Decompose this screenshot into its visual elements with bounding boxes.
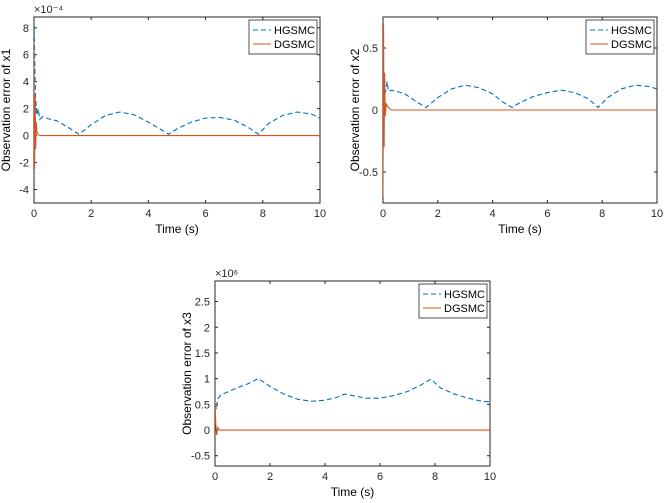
series-group-3 bbox=[215, 378, 490, 436]
y-tick-label: -4 bbox=[19, 185, 29, 197]
x-tick-label: 0 bbox=[31, 208, 37, 220]
x-tick-label: 4 bbox=[145, 208, 151, 220]
series-line-hgsmc bbox=[34, 21, 320, 135]
chart-panel-2: 0 2 4 6 8 10 -0.5 0 0.5 Time (s) Observation error… bbox=[348, 16, 663, 236]
x-tick-label: 10 bbox=[314, 208, 326, 220]
legend-1: HGSMC DGSMC bbox=[248, 19, 318, 55]
y-tick-label: 0.5 bbox=[363, 43, 378, 55]
legend-entry: DGSMC bbox=[611, 39, 652, 51]
series-group-1 bbox=[34, 21, 320, 170]
x-axis-label: Time (s) bbox=[498, 222, 542, 236]
legend-entry: DGSMC bbox=[274, 39, 315, 51]
legend-2: HGSMC DGSMC bbox=[585, 19, 655, 55]
y-axis-label: Observation error of x1 bbox=[0, 48, 13, 171]
series-group-2 bbox=[383, 23, 657, 197]
legend-entry: HGSMC bbox=[274, 25, 315, 37]
series-line-dgsmc bbox=[34, 41, 320, 170]
x-tick-label: 6 bbox=[544, 208, 550, 220]
x-axis-label: Time (s) bbox=[155, 222, 199, 236]
legend-box bbox=[418, 283, 488, 319]
y-axis-label: Observation error of x2 bbox=[348, 48, 362, 171]
y-tick-label: 1.5 bbox=[195, 348, 210, 360]
chart-panel-1: 0 2 4 6 8 10 -4 -2 0 2 4 6 8 ×10⁻⁴ Time (s) Observation… bbox=[0, 4, 326, 236]
x-tick-label: 0 bbox=[380, 208, 386, 220]
x-tick-label: 6 bbox=[203, 208, 209, 220]
y-tick-label: -2 bbox=[19, 158, 29, 170]
y-tick-label: 2.5 bbox=[195, 297, 210, 309]
y-axis-label: Observation error of x3 bbox=[180, 312, 194, 435]
y-tick-label: 6 bbox=[23, 50, 29, 62]
x-tick-label: 2 bbox=[267, 471, 273, 483]
y-tick-label: -0.5 bbox=[359, 167, 378, 179]
y-tick-label: 8 bbox=[23, 23, 29, 35]
x-tick-label: 4 bbox=[490, 208, 496, 220]
x-tick-label: 8 bbox=[432, 471, 438, 483]
x-axis-label: Time (s) bbox=[331, 485, 375, 499]
axes-box-3 bbox=[214, 280, 491, 467]
x-tick-label: 0 bbox=[212, 471, 218, 483]
y-exponent-label: ×10⁻⁴ bbox=[34, 4, 63, 16]
x-tick-label: 2 bbox=[435, 208, 441, 220]
y-tick-label: 0 bbox=[23, 131, 29, 143]
series-line-hgsmc bbox=[215, 378, 490, 410]
x-tick-label: 8 bbox=[599, 208, 605, 220]
legend-entry: HGSMC bbox=[444, 289, 485, 301]
x-tick-label: 4 bbox=[322, 471, 328, 483]
series-line-dgsmc bbox=[383, 23, 657, 197]
series-line-hgsmc bbox=[383, 47, 657, 109]
y-tick-label: 0.5 bbox=[195, 399, 210, 411]
y-tick-label: -0.5 bbox=[191, 451, 210, 463]
y-tick-label: 2 bbox=[204, 322, 210, 334]
y-exponent-label: ×10⁶ bbox=[215, 268, 238, 280]
y-tick-label: 1 bbox=[204, 374, 210, 386]
y-tick-label: 4 bbox=[23, 77, 29, 89]
y-tick-label: 2 bbox=[23, 104, 29, 116]
y-tick-label: 0 bbox=[372, 105, 378, 117]
x-tick-label: 10 bbox=[651, 208, 663, 220]
y-tick-label: 0 bbox=[204, 425, 210, 437]
x-tick-label: 10 bbox=[484, 471, 496, 483]
x-tick-label: 8 bbox=[260, 208, 266, 220]
legend-box bbox=[248, 19, 318, 55]
legend-3: HGSMC DGSMC bbox=[418, 283, 488, 319]
series-line-dgsmc bbox=[215, 401, 490, 436]
legend-box bbox=[585, 19, 655, 55]
legend-entry: HGSMC bbox=[611, 25, 652, 37]
legend-entry: DGSMC bbox=[444, 303, 485, 315]
x-tick-label: 6 bbox=[377, 471, 383, 483]
x-tick-label: 2 bbox=[88, 208, 94, 220]
